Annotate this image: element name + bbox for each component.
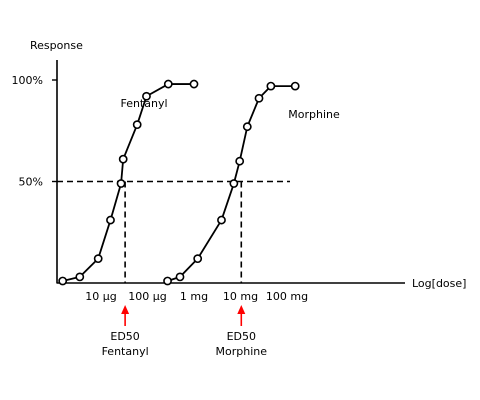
data-point-fentanyl — [118, 154, 128, 164]
data-point-morphine — [254, 93, 264, 103]
data-point-morphine — [175, 272, 185, 282]
data-point-morphine — [290, 81, 300, 91]
data-point-fentanyl — [116, 179, 126, 188]
ed50-arrow-head — [121, 305, 130, 314]
data-point-morphine — [229, 179, 239, 188]
x-axis-label: Log[dose] — [412, 277, 466, 290]
x-tick-label: 100 µg — [128, 290, 166, 303]
data-point-morphine — [193, 254, 203, 264]
data-point-morphine — [163, 276, 172, 286]
x-tick-label: 100 mg — [266, 290, 308, 303]
data-point-fentanyl — [93, 254, 103, 264]
data-point-fentanyl — [163, 79, 173, 89]
ed50-label-line: Fentanyl — [102, 345, 149, 358]
series-label-morphine: Morphine — [288, 108, 340, 121]
y-tick-label: 100% — [12, 74, 43, 87]
ed50-label-line: ED50 — [227, 330, 256, 343]
y-axis-label: Response — [30, 39, 83, 52]
x-tick-label: 1 mg — [180, 290, 208, 303]
ed50-label-line: ED50 — [110, 330, 139, 343]
data-point-fentanyl — [132, 120, 142, 130]
data-point-morphine — [266, 81, 276, 91]
data-point-morphine — [242, 122, 252, 132]
data-point-fentanyl — [58, 276, 68, 286]
data-point-fentanyl — [75, 272, 85, 282]
x-tick-label: 10 µg — [85, 290, 116, 303]
ed50-arrow-head — [237, 305, 246, 314]
ed50-label-line: Morphine — [216, 345, 268, 358]
data-point-fentanyl — [142, 91, 151, 101]
series-line-morphine — [167, 85, 296, 282]
series-line-fentanyl — [62, 83, 194, 282]
series-label-fentanyl: Fentanyl — [120, 97, 167, 110]
data-point-fentanyl — [189, 79, 199, 89]
y-tick-label: 50% — [19, 176, 43, 189]
data-point-morphine — [217, 215, 226, 225]
data-point-fentanyl — [106, 215, 115, 225]
data-point-morphine — [235, 156, 245, 166]
x-tick-label: 10 mg — [223, 290, 258, 303]
